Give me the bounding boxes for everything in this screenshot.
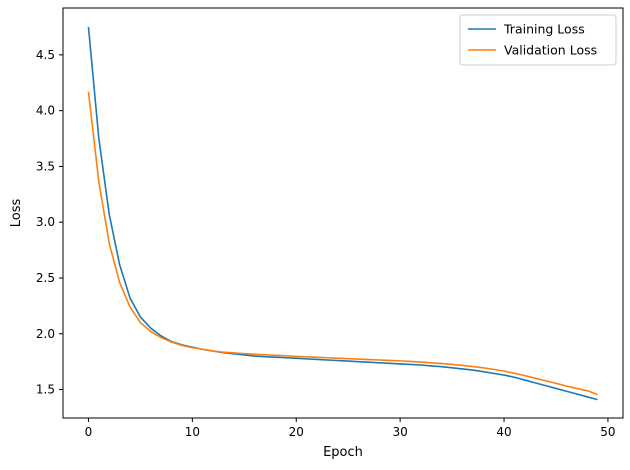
plot-lines (87, 26, 598, 401)
x-tick-label: 30 (393, 425, 408, 439)
series-line-validation-loss (87, 91, 598, 396)
y-tick-label: 2.5 (36, 271, 55, 285)
legend-label: Training Loss (503, 22, 585, 37)
legend-label: Validation Loss (504, 43, 597, 58)
series-line-training-loss (87, 26, 598, 401)
y-tick-label: 3.5 (36, 159, 55, 173)
legend-box (459, 14, 617, 66)
x-tick-label: 20 (289, 425, 304, 439)
x-tick-label: 40 (496, 425, 511, 439)
x-axis-label: Epoch (323, 445, 363, 460)
y-axis-ticks: 1.5 2.0 2.5 3.0 3.5 4.0 4.5 (36, 48, 63, 397)
y-tick-label: 4.5 (36, 48, 55, 62)
y-tick-label: 2.0 (36, 327, 55, 341)
x-tick-label: 10 (185, 425, 200, 439)
x-tick-label: 0 (85, 425, 93, 439)
y-tick-label: 3.0 (36, 215, 55, 229)
x-tick-label: 50 (600, 425, 615, 439)
legend: Training Loss Validation Loss (459, 14, 617, 66)
y-tick-label: 4.0 (36, 104, 55, 118)
plot-frame (62, 7, 624, 419)
x-axis-ticks: 0 10 20 30 40 50 (85, 418, 616, 439)
y-axis-label: Loss (9, 199, 24, 228)
y-tick-label: 1.5 (36, 383, 55, 397)
